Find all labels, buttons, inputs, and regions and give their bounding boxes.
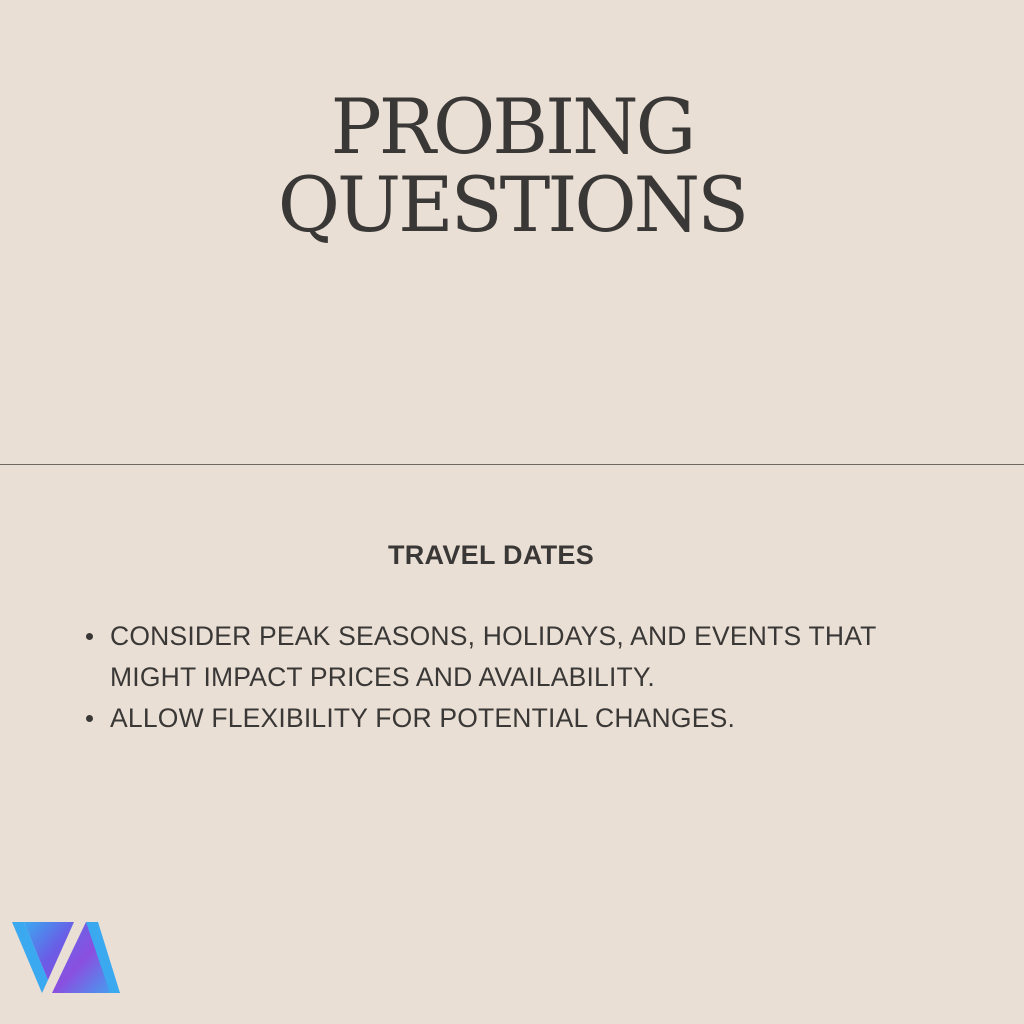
bullet-dot-icon	[86, 633, 93, 640]
bullet-list: CONSIDER PEAK SEASONS, HOLIDAYS, AND EVE…	[84, 616, 964, 739]
section-heading: TRAVEL DATES	[387, 540, 595, 570]
title-line-2: QUESTIONS	[277, 160, 749, 249]
bullet-text: CONSIDER PEAK SEASONS, HOLIDAYS, AND EVE…	[110, 621, 877, 692]
section-divider	[0, 464, 1024, 465]
va-logo-icon	[12, 922, 120, 993]
bullet-item: CONSIDER PEAK SEASONS, HOLIDAYS, AND EVE…	[84, 616, 964, 698]
bullet-item: ALLOW FLEXIBILITY FOR POTENTIAL CHANGES.	[84, 698, 964, 739]
page-title: PROBING QUESTIONS	[0, 88, 1024, 244]
bullet-text: ALLOW FLEXIBILITY FOR POTENTIAL CHANGES.	[110, 703, 736, 733]
title-line-1: PROBING	[330, 82, 697, 171]
bullet-dot-icon	[86, 715, 93, 722]
